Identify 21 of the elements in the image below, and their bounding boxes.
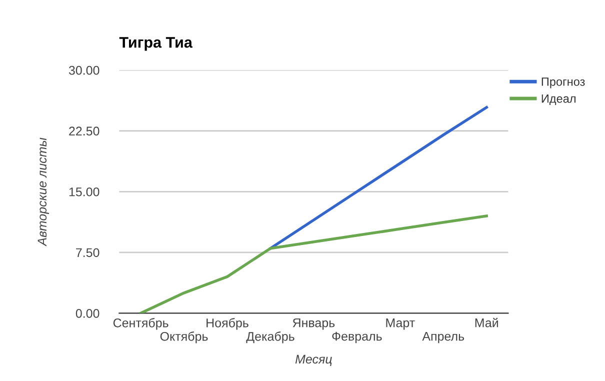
x-tick-label: Январь [292, 318, 335, 330]
y-tick-label: 15.00 [69, 187, 100, 196]
x-tick-label: Октябрь [160, 332, 208, 344]
x-axis-title: Месяц [295, 354, 332, 366]
chart-title: Тигра Тиа [119, 37, 193, 51]
x-tick-label: Сентябрь [113, 318, 168, 330]
legend-label: Идеал [542, 94, 576, 105]
x-tick-label: Май [475, 318, 498, 328]
y-tick-label: 30.00 [68, 66, 100, 75]
legend-label: Прогноз [542, 78, 585, 88]
line-series [269, 106, 488, 250]
x-tick-label: Февраль [332, 332, 382, 344]
line-series [139, 214, 488, 314]
x-tick-label: Ноябрь [206, 318, 248, 330]
y-tick-label: 22.50 [69, 126, 100, 136]
x-tick-label: Декабрь [246, 332, 294, 344]
y-tick-label: 7.50 [76, 248, 100, 258]
x-tick-label: Март [386, 318, 415, 330]
x-tick-label: Апрель [422, 332, 464, 344]
y-tick-label: 0.00 [76, 308, 100, 318]
y-axis-title: Авторские листы [38, 138, 50, 246]
